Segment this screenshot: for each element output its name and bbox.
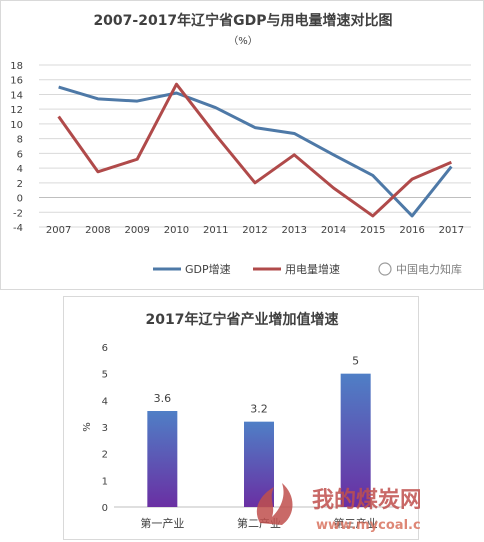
- x-tick-label: 2009: [124, 225, 149, 236]
- watermark-url: www.mycoal.cn: [316, 518, 420, 533]
- x-tick-label: 2011: [203, 225, 228, 236]
- series-line-gdp: [58, 85, 453, 218]
- y-tick-label: 8: [17, 135, 23, 146]
- y-tick-label: 6: [17, 149, 23, 160]
- y-tick-label: 3: [102, 423, 108, 434]
- y-tick-label: 16: [10, 76, 23, 87]
- watermark: 中国电力知库: [378, 262, 462, 276]
- bar-data-label: 3.2: [250, 403, 268, 416]
- y-tick-label: 1: [102, 476, 108, 487]
- y-tick-label: 5: [102, 370, 108, 381]
- legend-label: GDP增速: [185, 262, 231, 276]
- x-tick-label: 2015: [360, 225, 385, 236]
- y-tick-label: 0: [17, 194, 23, 205]
- flame-logo-icon: [256, 483, 293, 525]
- series-line-electricity: [57, 82, 452, 218]
- bar-data-label: 3.6: [154, 392, 172, 405]
- watermark-title: 我的煤炭网: [312, 487, 420, 513]
- bar-chart-title: 2017年辽宁省产业增加值增速: [146, 311, 339, 328]
- category-label: 第一产业: [140, 516, 184, 530]
- x-tick-label: 2012: [242, 225, 267, 236]
- line-chart-panel: 2007-2017年辽宁省GDP与用电量增速对比图 （%） 18 16 14 12 10…: [0, 0, 484, 290]
- bar-data-label: 5: [352, 355, 359, 368]
- y-tick-label: 4: [102, 396, 108, 407]
- y-tick-label: 2: [102, 450, 108, 461]
- watermark-logo-icon: [378, 262, 392, 276]
- bar: [340, 373, 371, 507]
- y-tick-label: 6: [102, 343, 108, 354]
- watermark-logo: 我的煤炭网 www.mycoal.cn: [256, 483, 420, 533]
- x-tick-label: 2016: [399, 225, 424, 236]
- category-label: 第三产业: [334, 516, 378, 530]
- watermark-text: 中国电力知库: [396, 262, 462, 276]
- y-tick-label: 12: [10, 105, 23, 116]
- y-tick-label: 2: [17, 179, 23, 190]
- bar: [147, 411, 178, 507]
- x-tick-label: 2013: [282, 225, 307, 236]
- y-tick-label: 0: [102, 503, 108, 514]
- x-tick-label: 2014: [321, 225, 346, 236]
- y-tick-label: -4: [13, 223, 23, 234]
- y-tick-label: 10: [10, 120, 23, 131]
- y-tick-label: 4: [17, 164, 23, 175]
- line-chart-subtitle: （%）: [228, 35, 258, 47]
- y-tick-label: 18: [10, 61, 23, 72]
- y-tick-label: -2: [13, 208, 23, 219]
- bar-chart-ylabel: %: [82, 422, 93, 432]
- legend-label: 用电量增速: [285, 262, 340, 276]
- line-chart-title: 2007-2017年辽宁省GDP与用电量增速对比图: [93, 12, 392, 29]
- y-tick-label: 14: [10, 90, 23, 101]
- x-tick-label: 2008: [85, 225, 110, 236]
- x-tick-label: 2017: [439, 225, 464, 236]
- x-tick-label: 2010: [164, 225, 189, 236]
- line-chart: 2007-2017年辽宁省GDP与用电量增速对比图 （%） 18 16 14 12 10…: [10, 12, 471, 276]
- x-tick-label: 2007: [46, 225, 71, 236]
